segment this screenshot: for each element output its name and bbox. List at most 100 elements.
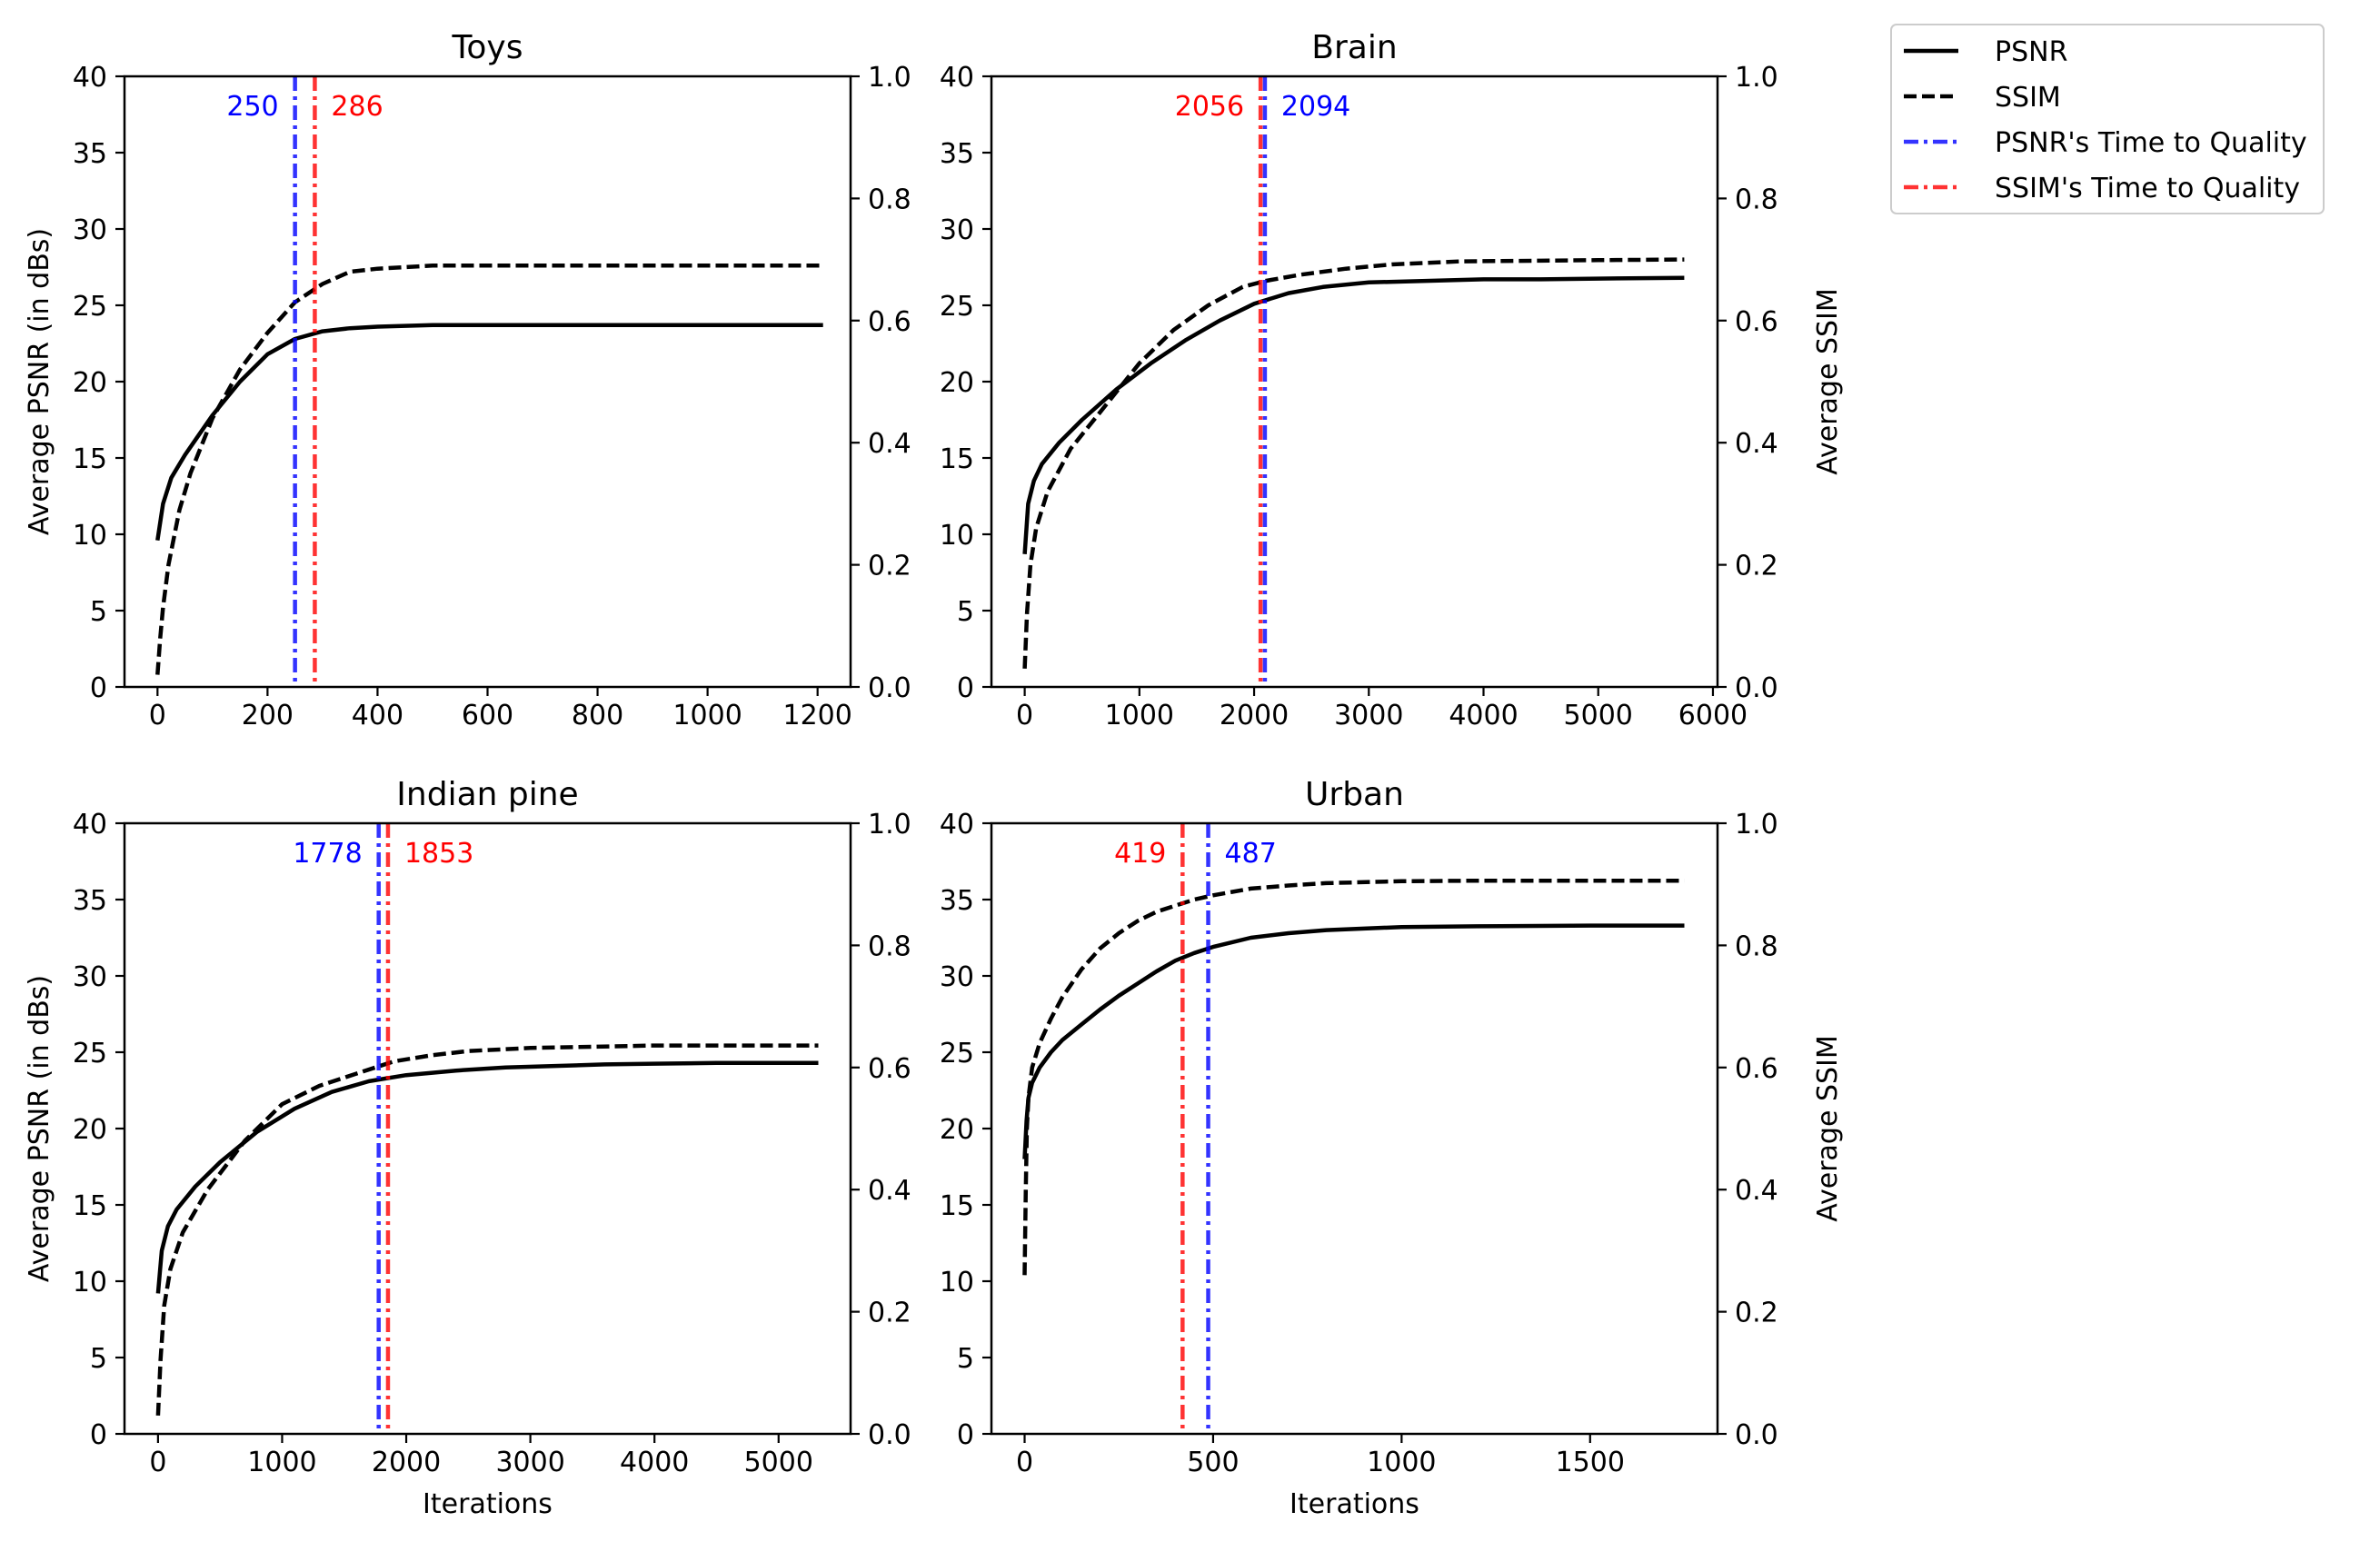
y2-tick-label: 0.8 bbox=[1735, 184, 1778, 215]
y2-tick-label: 0.2 bbox=[868, 551, 911, 582]
y-tick-label: 25 bbox=[73, 1038, 107, 1069]
x-tick-label: 500 bbox=[1187, 1447, 1239, 1478]
y-tick-label: 40 bbox=[940, 62, 974, 94]
x-tick-label: 1000 bbox=[1105, 700, 1174, 731]
subplot-title: Toys bbox=[452, 29, 523, 66]
psnr-line bbox=[155, 1060, 819, 1294]
x-tick-label: 2000 bbox=[372, 1447, 441, 1478]
legend: PSNR SSIM PSNR's Time to Quality SSIM's Tim… bbox=[1890, 24, 2325, 214]
marker-label: 250 bbox=[226, 91, 278, 123]
x-tick-label: 4000 bbox=[1449, 700, 1518, 731]
y-axis-label: Average PSNR (in dBs) bbox=[24, 228, 55, 535]
y-tick-label: 15 bbox=[73, 443, 107, 475]
x-tick-label: 1200 bbox=[783, 700, 852, 731]
marker-label: 1853 bbox=[404, 838, 473, 870]
y-tick-label: 25 bbox=[940, 291, 974, 323]
axes-frame bbox=[123, 821, 852, 1436]
x-tick-label: 200 bbox=[242, 700, 294, 731]
y-tick-label: 0 bbox=[90, 672, 107, 704]
ssim-line bbox=[1022, 257, 1685, 669]
legend-box bbox=[1890, 24, 2325, 214]
x-tick-label: 1000 bbox=[247, 1447, 316, 1478]
y-tick-label: 15 bbox=[940, 443, 974, 475]
y2-tick-label: 0.0 bbox=[1735, 672, 1778, 704]
x-tick-label: 0 bbox=[149, 1447, 166, 1478]
psnr-line bbox=[155, 323, 823, 542]
y-tick-label: 20 bbox=[73, 367, 107, 399]
y-tick-label: 0 bbox=[957, 1419, 974, 1451]
y-axis-label: Average PSNR (in dBs) bbox=[24, 975, 55, 1282]
y2-tick-label: 0.8 bbox=[1735, 930, 1778, 962]
y-tick-label: 35 bbox=[73, 885, 107, 917]
subplot-title: Indian pine bbox=[396, 776, 578, 813]
y2-tick-label: 1.0 bbox=[1735, 62, 1778, 94]
y-tick-label: 35 bbox=[940, 885, 974, 917]
marker-label: 286 bbox=[331, 91, 383, 123]
y2-tick-label: 0.6 bbox=[868, 306, 911, 338]
y2-axis-label: Average SSIM bbox=[1812, 288, 1844, 475]
y2-tick-label: 0.6 bbox=[868, 1053, 911, 1085]
x-tick-label: 3000 bbox=[495, 1447, 564, 1478]
x-tick-label: 4000 bbox=[620, 1447, 689, 1478]
x-tick-label: 1500 bbox=[1556, 1447, 1625, 1478]
y2-tick-label: 0.2 bbox=[1735, 1298, 1778, 1329]
y-tick-label: 30 bbox=[940, 214, 974, 246]
y2-tick-label: 0.4 bbox=[868, 1175, 911, 1207]
legend-entry-label: PSNR's Time to Quality bbox=[1995, 127, 2307, 159]
ssim-line bbox=[1022, 878, 1685, 1276]
y-tick-label: 15 bbox=[940, 1190, 974, 1222]
psnr-line bbox=[1022, 275, 1685, 554]
y-tick-label: 30 bbox=[73, 214, 107, 246]
x-tick-label: 5000 bbox=[1564, 700, 1633, 731]
y-tick-label: 20 bbox=[73, 1114, 107, 1146]
y-tick-label: 5 bbox=[957, 596, 974, 628]
subplot-title: Brain bbox=[1311, 29, 1397, 66]
axes-frame bbox=[990, 821, 1719, 1436]
subplot-indian-pine: 1778 1853 0 1000 2000 3000 4000 5000 0 5 10 15 20 25 3… bbox=[24, 776, 911, 1520]
y2-tick-label: 0.4 bbox=[868, 428, 911, 460]
y2-tick-label: 0.2 bbox=[1735, 551, 1778, 582]
legend-entry-label: PSNR bbox=[1995, 36, 2067, 68]
y-tick-label: 40 bbox=[73, 809, 107, 841]
y2-tick-label: 0.0 bbox=[1735, 1419, 1778, 1451]
y-tick-label: 25 bbox=[940, 1038, 974, 1069]
y2-tick-label: 0.2 bbox=[868, 1298, 911, 1329]
y-tick-label: 20 bbox=[940, 367, 974, 399]
x-tick-label: 0 bbox=[149, 700, 166, 731]
x-tick-label: 6000 bbox=[1678, 700, 1748, 731]
x-tick-label: 600 bbox=[462, 700, 513, 731]
y-tick-label: 0 bbox=[90, 1419, 107, 1451]
legend-entry-label: SSIM's Time to Quality bbox=[1995, 173, 2300, 204]
y2-axis-label: Average SSIM bbox=[1812, 1035, 1844, 1222]
y-tick-label: 10 bbox=[940, 1267, 974, 1298]
x-tick-label: 0 bbox=[1016, 1447, 1033, 1478]
marker-label: 2056 bbox=[1175, 91, 1244, 123]
y2-tick-label: 0.8 bbox=[868, 930, 911, 962]
subplot-toys: 250 286 0 200 400 600 800 1000 1200 0 5 10 15 20 25 30 3… bbox=[24, 29, 911, 731]
y-tick-label: 40 bbox=[940, 809, 974, 841]
y-tick-label: 15 bbox=[73, 1190, 107, 1222]
x-tick-label: 800 bbox=[572, 700, 623, 731]
marker-label: 487 bbox=[1225, 838, 1277, 870]
x-tick-label: 5000 bbox=[744, 1447, 813, 1478]
subplot-title: Urban bbox=[1305, 776, 1404, 813]
x-tick-label: 1000 bbox=[1367, 1447, 1436, 1478]
x-tick-label: 1000 bbox=[672, 700, 742, 731]
axes-frame bbox=[123, 75, 852, 689]
y-tick-label: 5 bbox=[90, 596, 107, 628]
psnr-line bbox=[1022, 923, 1685, 1159]
y2-tick-label: 0.0 bbox=[868, 672, 911, 704]
y-tick-label: 5 bbox=[90, 1343, 107, 1375]
y2-tick-label: 0.4 bbox=[1735, 428, 1778, 460]
y2-tick-label: 1.0 bbox=[868, 809, 911, 841]
x-tick-label: 3000 bbox=[1334, 700, 1403, 731]
ssim-line bbox=[155, 1043, 819, 1416]
x-tick-label: 2000 bbox=[1220, 700, 1289, 731]
marker-label: 2094 bbox=[1281, 91, 1350, 123]
axes-frame bbox=[990, 75, 1719, 689]
y2-tick-label: 0.0 bbox=[868, 1419, 911, 1451]
marker-label: 1778 bbox=[293, 838, 362, 870]
y-tick-label: 35 bbox=[73, 138, 107, 170]
y2-tick-label: 0.8 bbox=[868, 184, 911, 215]
marker-label: 419 bbox=[1114, 838, 1166, 870]
